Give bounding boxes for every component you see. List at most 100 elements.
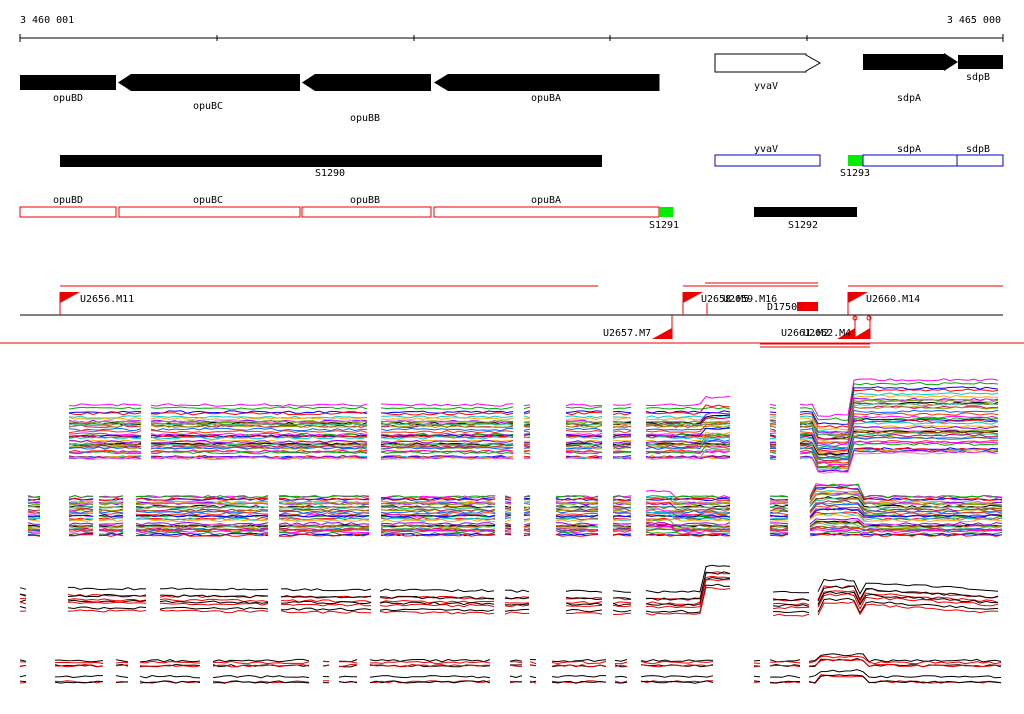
- expression-line: [280, 610, 372, 614]
- upshift-U2656[interactable]: U2656.M11: [59, 292, 134, 315]
- expression-line: [523, 518, 531, 521]
- expression-line: [523, 509, 531, 512]
- expression-line: [612, 525, 632, 528]
- expression-line: [19, 597, 27, 600]
- upshift-U2661[interactable]: U2661.M2: [781, 315, 856, 339]
- expression-line: [614, 661, 628, 665]
- expression-line: [68, 510, 94, 514]
- expression-line: [380, 518, 496, 523]
- expression-line: [753, 680, 761, 682]
- red-box-opuBD[interactable]: [19, 206, 117, 218]
- expression-line: [612, 434, 632, 437]
- upshift-flag: [848, 292, 868, 303]
- expression-line: [769, 533, 789, 537]
- upshift-U2660[interactable]: U2660.M14: [847, 292, 920, 315]
- gene-label-sdpB: sdpB: [966, 72, 990, 83]
- upshift-U2657[interactable]: U2657.M7: [603, 315, 673, 339]
- expression-line: [612, 494, 632, 499]
- expression-line: [212, 664, 310, 668]
- expression-line: [645, 450, 731, 454]
- expression-line: [504, 522, 512, 526]
- expression-line: [69, 420, 142, 424]
- expression-line: [565, 446, 603, 450]
- segment-S1293[interactable]: [848, 155, 863, 166]
- expression-line: [135, 533, 269, 537]
- expression-line: [98, 524, 124, 528]
- expression-line: [278, 516, 370, 521]
- blue-box-yvaV[interactable]: [714, 154, 821, 167]
- gene-arrow-opuBD[interactable]: [20, 75, 116, 90]
- red-box-opuBB[interactable]: [301, 206, 432, 218]
- expression-line: [380, 406, 514, 410]
- expression-line: [98, 518, 124, 523]
- expression-line: [753, 665, 761, 668]
- gene-arrow-opuBA[interactable]: [434, 74, 659, 91]
- expression-line: [799, 402, 999, 437]
- blue-box-sdpA[interactable]: [862, 154, 958, 167]
- expression-line: [68, 517, 94, 521]
- expression-line: [19, 593, 27, 596]
- upshift-U2658[interactable]: U2658.M5: [682, 292, 749, 315]
- expression-line: [68, 417, 142, 421]
- expression-track-1: [68, 378, 999, 474]
- expression-line: [769, 664, 801, 668]
- gene-arrow-opuBC[interactable]: [118, 74, 300, 91]
- expression-line: [68, 430, 142, 434]
- expression-line: [799, 386, 999, 425]
- downshift-mark: [797, 302, 818, 311]
- expression-line: [769, 532, 789, 535]
- red-box-opuBC[interactable]: [118, 206, 301, 218]
- expression-line: [98, 509, 124, 512]
- upshift-U2659[interactable]: U2659.M16: [706, 294, 777, 315]
- expression-line: [799, 425, 999, 454]
- segment-S1291[interactable]: [659, 207, 673, 217]
- expression-line: [504, 531, 512, 533]
- gene-arrow-sdpB[interactable]: [958, 55, 1003, 69]
- expression-line: [645, 514, 731, 518]
- expression-line: [809, 519, 1003, 528]
- upshift-U2662[interactable]: U2662.M4: [803, 315, 871, 339]
- expression-line: [529, 680, 537, 683]
- gene-arrow-sdpA[interactable]: [863, 53, 958, 71]
- expression-line: [612, 422, 632, 425]
- expression-line: [523, 500, 531, 503]
- expression-line: [279, 495, 370, 498]
- expression-line: [523, 432, 531, 435]
- expression-line: [565, 602, 603, 606]
- expression-line: [770, 524, 789, 527]
- segment-S1290[interactable]: [60, 155, 602, 167]
- expression-line: [809, 517, 1003, 526]
- expression-line: [809, 505, 1003, 516]
- expression-line: [139, 658, 201, 663]
- expression-line: [68, 412, 142, 416]
- expression-line: [523, 436, 531, 439]
- expression-line: [612, 609, 632, 613]
- downshift-D1750[interactable]: D1750: [767, 302, 818, 313]
- gene-arrow-yvaV[interactable]: [714, 53, 822, 73]
- red-box-opuBA[interactable]: [433, 206, 660, 218]
- marker-circle: [852, 315, 858, 321]
- expression-line: [646, 516, 731, 521]
- expression-line: [645, 443, 731, 455]
- expression-line: [159, 609, 269, 614]
- expression-line: [68, 446, 142, 450]
- expression-line: [555, 502, 599, 506]
- expression-line: [280, 603, 371, 607]
- expression-line: [509, 664, 523, 668]
- segment-label-S1293: S1293: [840, 168, 870, 179]
- expression-line: [808, 653, 1002, 663]
- expression-line: [212, 674, 310, 679]
- expression-line: [640, 675, 714, 678]
- expression-line: [565, 406, 603, 410]
- gene-arrow-opuBB[interactable]: [302, 74, 431, 91]
- expression-line: [98, 512, 124, 515]
- expression-line: [379, 601, 495, 606]
- expression-line: [523, 421, 531, 424]
- expression-line: [809, 496, 1003, 509]
- expression-line: [338, 663, 358, 668]
- segment-S1292[interactable]: [754, 207, 857, 217]
- expression-line: [69, 533, 94, 537]
- blue-box-sdpB[interactable]: [956, 154, 1004, 167]
- expression-line: [135, 514, 269, 518]
- expression-line: [27, 528, 41, 531]
